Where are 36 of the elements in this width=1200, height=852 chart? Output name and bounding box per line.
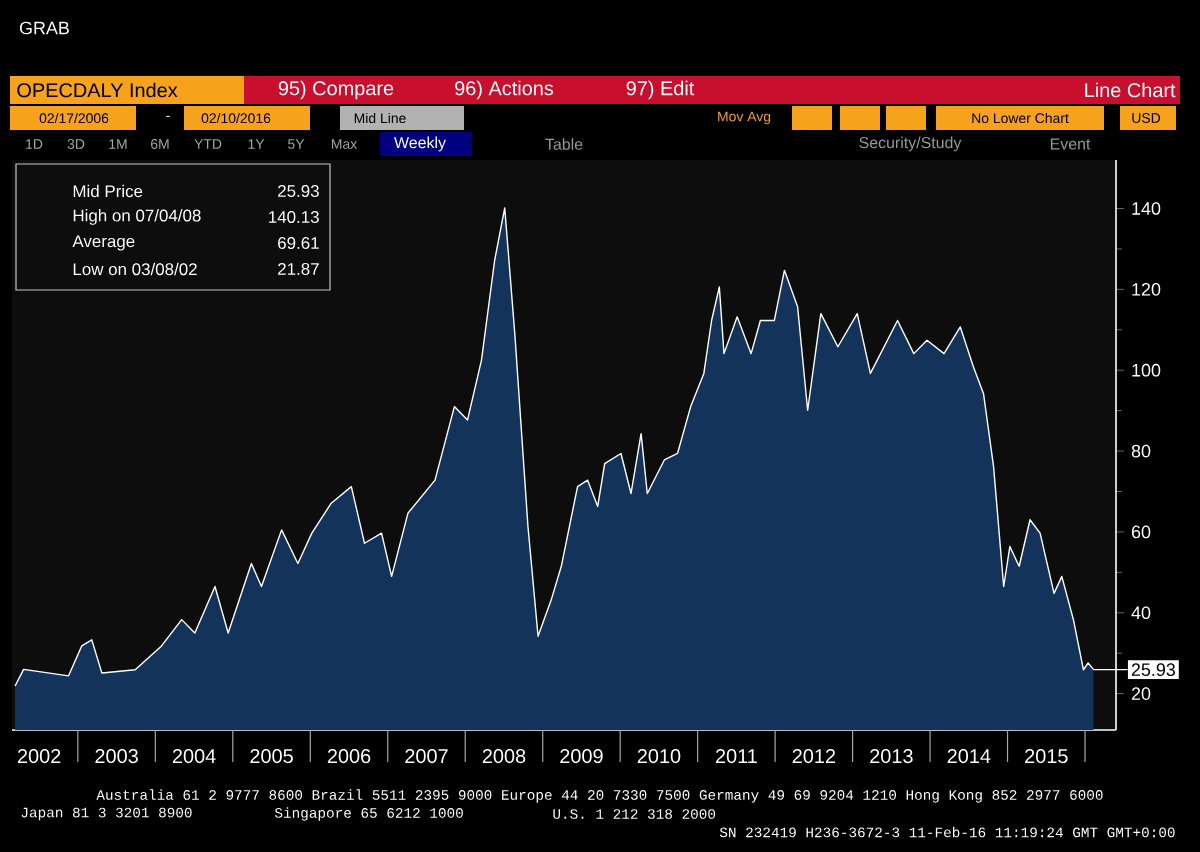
y-tick-label: 80 (1131, 444, 1151, 458)
annotation: 25.93 (1131, 663, 1176, 676)
x-tick-label: 2013 (870, 749, 913, 764)
text: OPECDALY Index (17, 82, 178, 98)
x-tick-label: 2006 (327, 749, 371, 764)
x-tick-label: 2007 (405, 749, 448, 764)
x-tick-label: 2004 (172, 749, 216, 764)
y-tick-label: 120 (1132, 283, 1161, 296)
annotation: Mid Price (73, 184, 143, 198)
x-tick-label: 2002 (17, 749, 61, 764)
annotation: 140.13 (269, 211, 319, 223)
y-tick-label: 100 (1132, 363, 1161, 377)
annotation: High on 07/04/08 (73, 209, 201, 225)
x-tick-label: 2012 (792, 749, 836, 764)
annotation: Low on 03/08/02 (73, 262, 197, 276)
x-tick-label: 2011 (715, 749, 757, 764)
x-tick-label: 2010 (637, 749, 681, 764)
x-tick-label: 2008 (482, 749, 526, 764)
text: Line Chart (1085, 82, 1176, 98)
y-tick-label: 60 (1131, 525, 1151, 539)
annotation: Average (72, 235, 135, 251)
annotation: 21.87 (278, 263, 319, 275)
x-tick-label: 2003 (95, 749, 138, 764)
x-tick-label: 2005 (250, 749, 293, 764)
y-tick-label: 20 (1131, 687, 1151, 700)
y-tick-label: 40 (1131, 606, 1151, 620)
chart-title: GRAB (19, 21, 69, 35)
x-tick-label: 2014 (947, 749, 991, 764)
x-tick-label: 2009 (560, 749, 603, 764)
text: 96) Actions (455, 80, 554, 100)
text: 95) Compare (278, 80, 394, 100)
y-tick-label: 140 (1132, 202, 1161, 215)
x-tick-label: 2015 (1025, 749, 1068, 764)
text: 97) Edit (626, 80, 695, 100)
annotation: 69.61 (278, 237, 319, 249)
annotation: 25.93 (278, 185, 319, 197)
